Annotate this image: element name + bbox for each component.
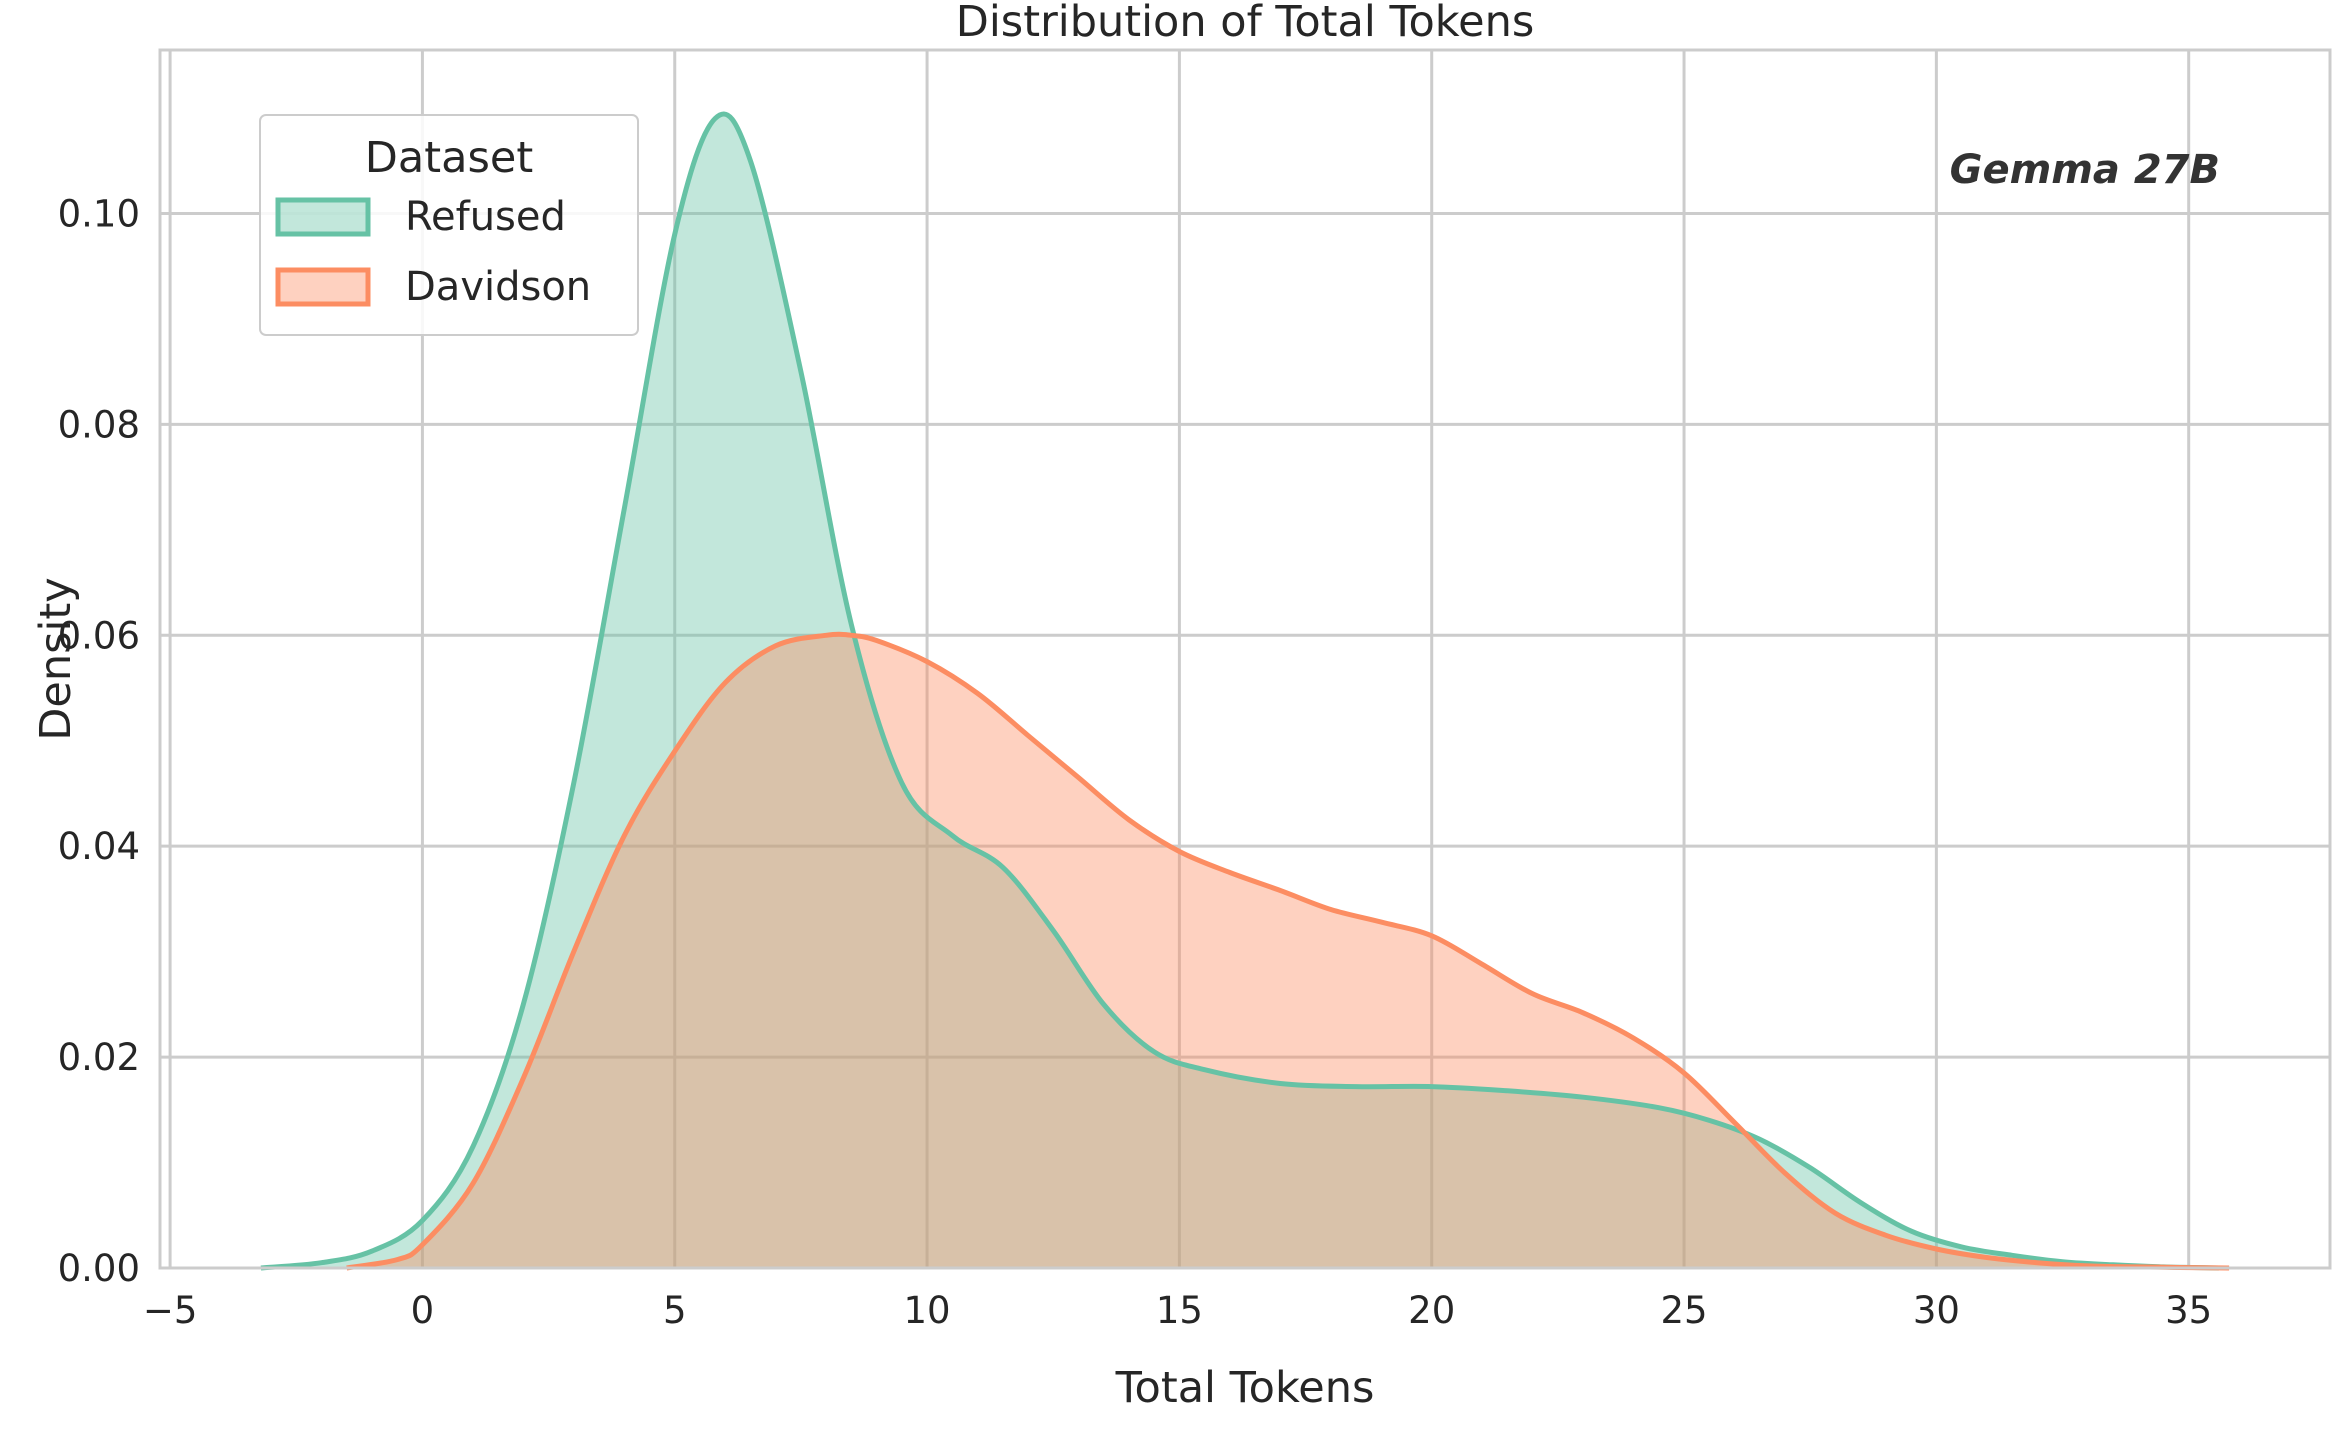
- x-tick-label: 5: [663, 1289, 687, 1332]
- density-area-davidson: [346, 634, 2230, 1268]
- y-tick-label: 0.02: [58, 1036, 140, 1079]
- x-axis-label: Total Tokens: [1115, 1363, 1375, 1413]
- tick-labels: −5 0 5 10 15 20 25 30 35 0.00 0.02 0.04 0.06 0.08 0.10: [58, 192, 2213, 1332]
- x-tick-label: 0: [411, 1289, 435, 1332]
- legend-label-davidson: Davidson: [405, 264, 591, 310]
- y-tick-label: 0.06: [58, 614, 140, 657]
- x-tick-label: −5: [143, 1289, 198, 1332]
- density-lines: [260, 111, 2230, 1271]
- chart-title: Distribution of Total Tokens: [956, 0, 1534, 47]
- x-tick-label: 20: [1408, 1289, 1455, 1332]
- legend-title: Dataset: [365, 133, 533, 183]
- density-line-davidson: [346, 631, 2230, 1271]
- y-tick-label: 0.00: [58, 1247, 140, 1290]
- x-tick-label: 15: [1156, 1289, 1203, 1332]
- density-areas: [260, 113, 2230, 1268]
- y-axis-label: Density: [31, 577, 81, 740]
- legend-box: [259, 114, 639, 336]
- x-tick-label: 25: [1660, 1289, 1707, 1332]
- density-area-refused: [260, 113, 2219, 1268]
- x-tick-label: 30: [1913, 1289, 1960, 1332]
- x-tick-label: 35: [2165, 1289, 2212, 1332]
- density-line-refused: [260, 111, 2220, 1271]
- model-annotation: Gemma 27B: [1950, 147, 2220, 193]
- legend: Dataset Refused Davidson: [259, 114, 639, 336]
- x-tick-label: 10: [904, 1289, 951, 1332]
- y-tick-label: 0.10: [58, 192, 140, 235]
- legend-swatch-davidson: [275, 267, 371, 307]
- y-tick-label: 0.04: [58, 825, 140, 868]
- y-tick-label: 0.08: [58, 403, 140, 446]
- legend-label-refused: Refused: [405, 194, 566, 240]
- legend-swatch-refused: [275, 197, 371, 237]
- plot-frame: [158, 48, 2332, 1270]
